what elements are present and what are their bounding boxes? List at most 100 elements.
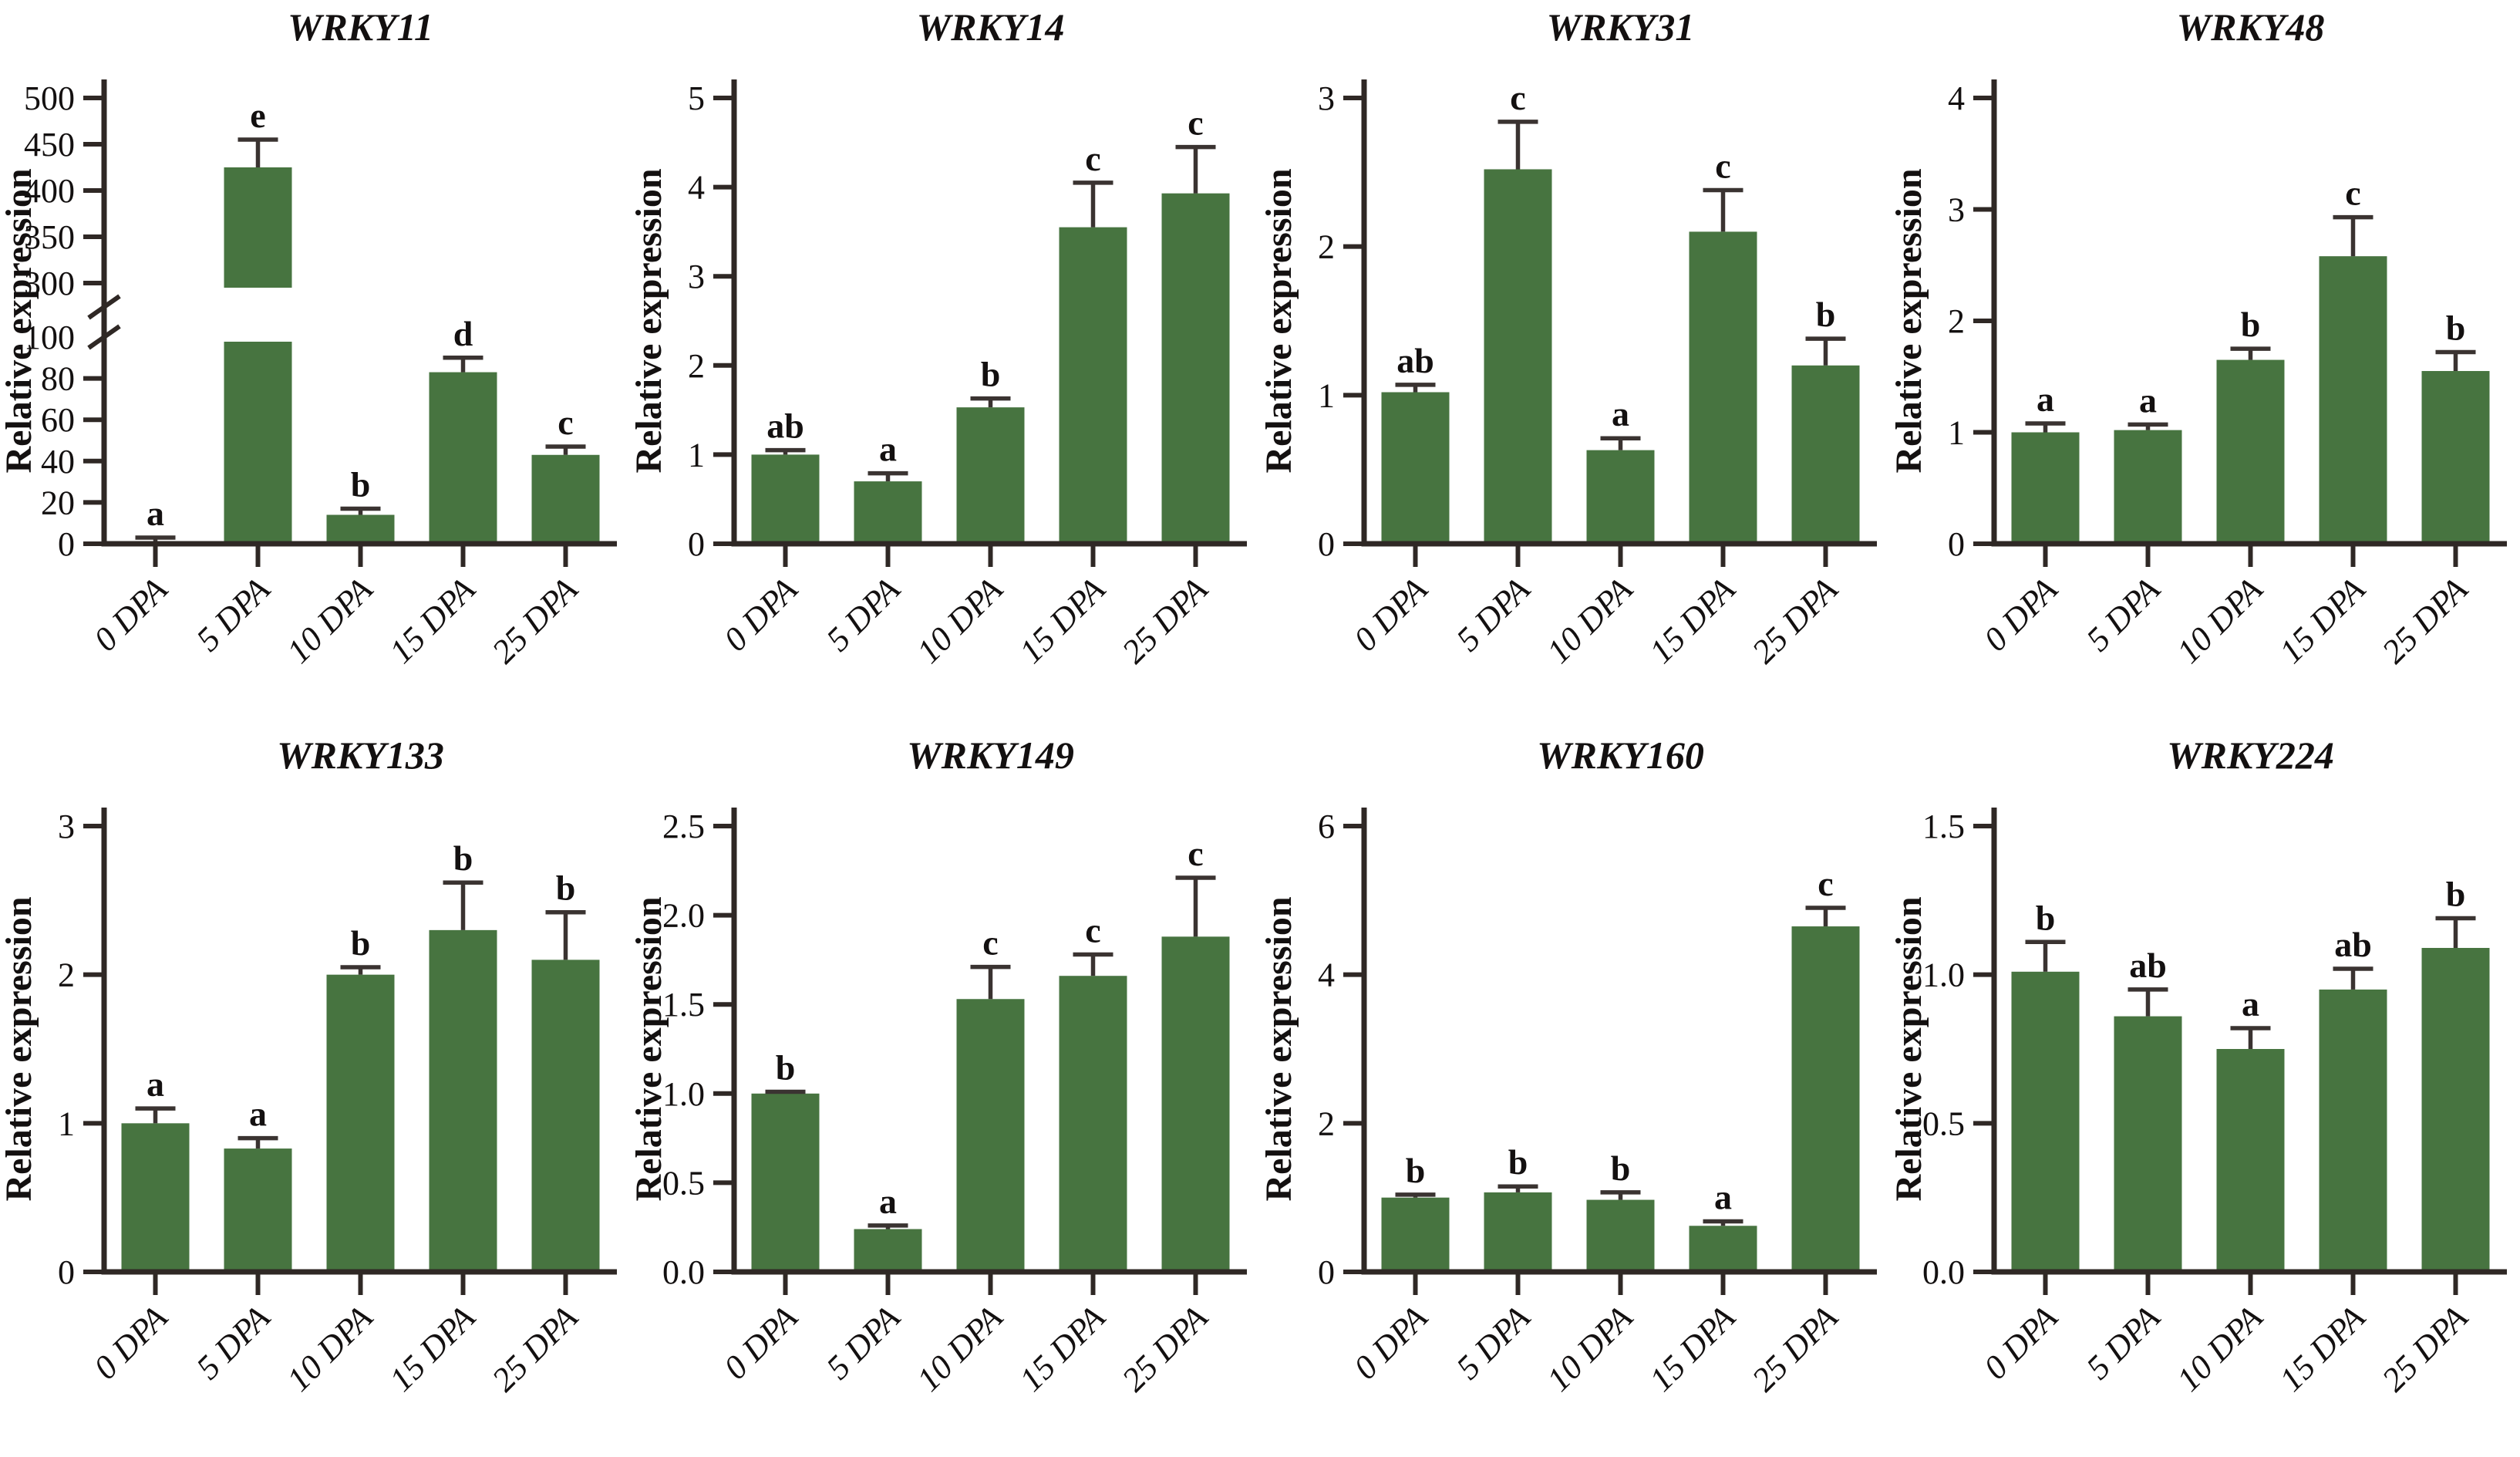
x-axis-label: 25 DPA bbox=[1115, 570, 1216, 671]
x-axis-label: 10 DPA bbox=[1540, 1298, 1641, 1399]
chart-title: WRKY149 bbox=[907, 734, 1074, 777]
significance-letter: c bbox=[1818, 864, 1833, 903]
bar-5dpa bbox=[2114, 1016, 2182, 1272]
y-tick-label: 40 bbox=[41, 443, 75, 481]
x-axis-label: 25 DPA bbox=[2375, 570, 2476, 671]
y-tick-label: 60 bbox=[41, 401, 75, 439]
y-tick-label: 100 bbox=[24, 319, 75, 356]
x-axis-label: 25 DPA bbox=[485, 1298, 586, 1399]
significance-letter: a bbox=[2242, 984, 2259, 1024]
bar-15dpa bbox=[1059, 976, 1127, 1272]
bar-chart-wrky31: ab c a c b 0 1 2 3 0 DPA 5 DPA 10 DPA 15 DPA 25 DPA WR… bbox=[1260, 5, 1877, 671]
x-axis-label: 0 DPA bbox=[716, 1298, 805, 1387]
y-axis-title: Relative expression bbox=[1890, 168, 1929, 473]
bar-25dpa bbox=[531, 454, 600, 544]
x-axis-label: 10 DPA bbox=[910, 1298, 1011, 1399]
x-axis-label: 5 DPA bbox=[2079, 1298, 2168, 1387]
bar-0dpa bbox=[1381, 392, 1450, 544]
y-tick-label: 3 bbox=[1318, 79, 1335, 117]
significance-letter: b bbox=[1816, 295, 1836, 334]
y-tick-label: 1 bbox=[1948, 414, 1965, 452]
x-axis-label: 15 DPA bbox=[1642, 570, 1743, 671]
y-tick-label: 2 bbox=[1318, 228, 1335, 266]
bar-10dpa bbox=[326, 514, 395, 544]
bar-15dpa bbox=[429, 929, 497, 1272]
bar-10dpa bbox=[956, 999, 1025, 1272]
significance-letter: b bbox=[351, 464, 371, 504]
bar-chart-wrky149: b a c c c 0.0 0.5 1.0 1.5 2.0 2.5 0 DPA 5 DPA 10 DPA 1… bbox=[630, 734, 1247, 1399]
y-tick-label: 2.5 bbox=[662, 808, 705, 845]
x-axis-label: 5 DPA bbox=[189, 1298, 278, 1387]
x-axis-label: 0 DPA bbox=[1346, 1298, 1435, 1387]
significance-letter: b bbox=[2446, 874, 2466, 913]
significance-letter: a bbox=[1714, 1177, 1732, 1216]
chart-title: WRKY48 bbox=[2177, 5, 2325, 49]
bar-0dpa bbox=[2011, 971, 2080, 1272]
y-tick-label: 4 bbox=[1318, 956, 1335, 994]
x-axis-label: 5 DPA bbox=[819, 1298, 908, 1387]
bar-5dpa bbox=[1484, 169, 1552, 545]
bar-0dpa bbox=[751, 454, 820, 544]
y-tick-label: 400 bbox=[24, 172, 75, 210]
bar-10dpa bbox=[326, 974, 395, 1272]
bar-25dpa bbox=[2421, 371, 2490, 544]
significance-letter: c bbox=[1085, 910, 1100, 949]
y-tick-label: 1 bbox=[688, 436, 705, 474]
chart-title: WRKY11 bbox=[288, 5, 433, 49]
x-axis-label: 15 DPA bbox=[1012, 570, 1113, 671]
significance-letter: c bbox=[1510, 78, 1525, 117]
x-axis-label: 15 DPA bbox=[1642, 1298, 1743, 1399]
bar-5dpa bbox=[854, 1229, 922, 1272]
bar-chart-wrky160: b b b a c 0 2 4 6 0 DPA 5 DPA 10 DPA 15 DPA 25 DPA WRK… bbox=[1260, 734, 1877, 1399]
significance-letter: a bbox=[1612, 394, 1629, 433]
chart-title: WRKY14 bbox=[917, 5, 1065, 49]
y-tick-label: 0 bbox=[58, 525, 75, 563]
bar-5dpa bbox=[2114, 430, 2182, 544]
significance-letter: c bbox=[558, 403, 573, 442]
bar-10dpa bbox=[956, 407, 1025, 544]
chart-title: WRKY160 bbox=[1537, 734, 1704, 777]
x-axis-label: 15 DPA bbox=[382, 1298, 483, 1399]
bar-10dpa bbox=[2216, 1049, 2285, 1272]
x-axis-label: 15 DPA bbox=[2272, 570, 2373, 671]
bar-15dpa bbox=[2319, 256, 2387, 544]
x-axis-label: 5 DPA bbox=[1449, 570, 1538, 659]
significance-letter: e bbox=[250, 96, 265, 135]
x-axis-label: 25 DPA bbox=[2375, 1298, 2476, 1399]
chart-title: WRKY133 bbox=[277, 734, 444, 777]
axis-break-bar-gap bbox=[221, 288, 295, 342]
y-tick-label: 1.0 bbox=[662, 1075, 705, 1113]
y-tick-label: 0.0 bbox=[1922, 1253, 1965, 1291]
y-tick-label: 3 bbox=[1948, 191, 1965, 229]
bar-25dpa bbox=[1791, 926, 1860, 1272]
y-axis-title: Relative expression bbox=[0, 896, 39, 1201]
significance-letter: a bbox=[147, 1064, 164, 1104]
y-tick-label: 0 bbox=[688, 525, 705, 563]
y-tick-label: 0 bbox=[58, 1253, 75, 1291]
chart-panel-wrky31: ab c a c b 0 1 2 3 0 DPA 5 DPA 10 DPA 15 DPA 25 DPA WR… bbox=[1260, 0, 1890, 728]
x-axis-label: 0 DPA bbox=[1976, 570, 2065, 659]
y-tick-label: 4 bbox=[1948, 79, 1965, 117]
x-axis-label: 10 DPA bbox=[910, 570, 1011, 671]
bar-25dpa bbox=[1161, 936, 1230, 1272]
significance-letter: c bbox=[982, 923, 998, 963]
x-axis-label: 10 DPA bbox=[2170, 570, 2271, 671]
y-axis-title: Relative expression bbox=[1260, 896, 1299, 1201]
y-tick-label: 3 bbox=[58, 808, 75, 845]
bar-5dpa bbox=[1484, 1192, 1552, 1272]
significance-letter: b bbox=[2036, 898, 2056, 937]
x-axis-label: 10 DPA bbox=[2170, 1298, 2271, 1399]
significance-letter: b bbox=[1611, 1148, 1631, 1188]
x-axis-label: 15 DPA bbox=[1012, 1298, 1113, 1399]
y-tick-label: 1.5 bbox=[662, 986, 705, 1024]
x-axis-label: 0 DPA bbox=[1976, 1298, 2065, 1387]
significance-letter: b bbox=[453, 838, 473, 878]
chart-panel-wrky224: b ab a ab b 0.0 0.5 1.0 1.5 0 DPA 5 DPA 10 DPA 15 DP… bbox=[1890, 728, 2520, 1456]
chart-panel-wrky149: b a c c c 0.0 0.5 1.0 1.5 2.0 2.5 0 DPA 5 DPA 10 DPA 1… bbox=[630, 728, 1260, 1456]
bar-chart-wrky224: b ab a ab b 0.0 0.5 1.0 1.5 0 DPA 5 DPA 10 DPA 15 DP… bbox=[1890, 734, 2507, 1399]
x-axis-label: 15 DPA bbox=[2272, 1298, 2373, 1399]
significance-letter: d bbox=[453, 314, 473, 353]
